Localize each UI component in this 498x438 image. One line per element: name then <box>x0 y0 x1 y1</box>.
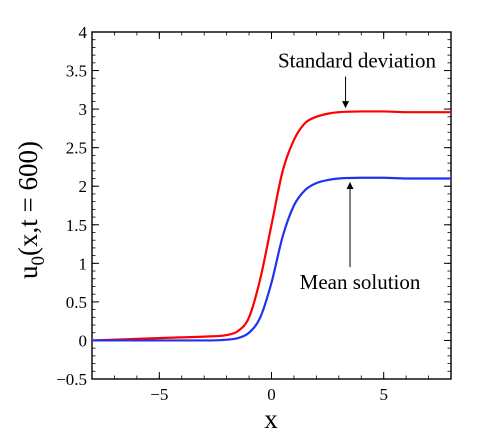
y-axis-label-rest: (x,t = 600) <box>13 141 43 256</box>
plot-frame <box>91 31 452 380</box>
annotation-label-1: Mean solution <box>300 270 421 294</box>
y-tick-label: 4 <box>79 23 88 42</box>
y-tick-label: 2.5 <box>66 139 87 158</box>
y-tick-label: −0.5 <box>56 370 87 389</box>
x-tick-label: 0 <box>267 385 276 404</box>
y-axis-label-subscript: 0 <box>28 256 49 266</box>
y-tick-label: 3.5 <box>66 62 87 81</box>
x-axis-label: x <box>264 404 278 434</box>
series-line-1 <box>92 176 451 342</box>
y-axis-label-main: u <box>13 265 43 279</box>
y-tick-label: 1.5 <box>66 216 87 235</box>
y-tick-label: 2 <box>79 177 88 196</box>
x-tick-label: 5 <box>379 385 388 404</box>
y-axis-label: u0(x,t = 600) <box>13 141 49 279</box>
y-tick-label: 1 <box>79 254 88 273</box>
axes: −0.5 0 0.5 1 1.5 2 2.5 3 3.5 4 −5 0 5 <box>56 23 452 404</box>
annotation-label-0: Standard deviation <box>278 49 437 73</box>
y-tick-label: 0 <box>79 331 88 350</box>
y-tick-label: 0.5 <box>66 293 87 312</box>
x-tick-label: −5 <box>150 385 168 404</box>
y-tick-label: 3 <box>79 100 88 119</box>
annotations: Standard deviation Mean solution <box>278 49 437 294</box>
series-lines <box>91 110 451 342</box>
series-line-0 <box>91 110 451 342</box>
